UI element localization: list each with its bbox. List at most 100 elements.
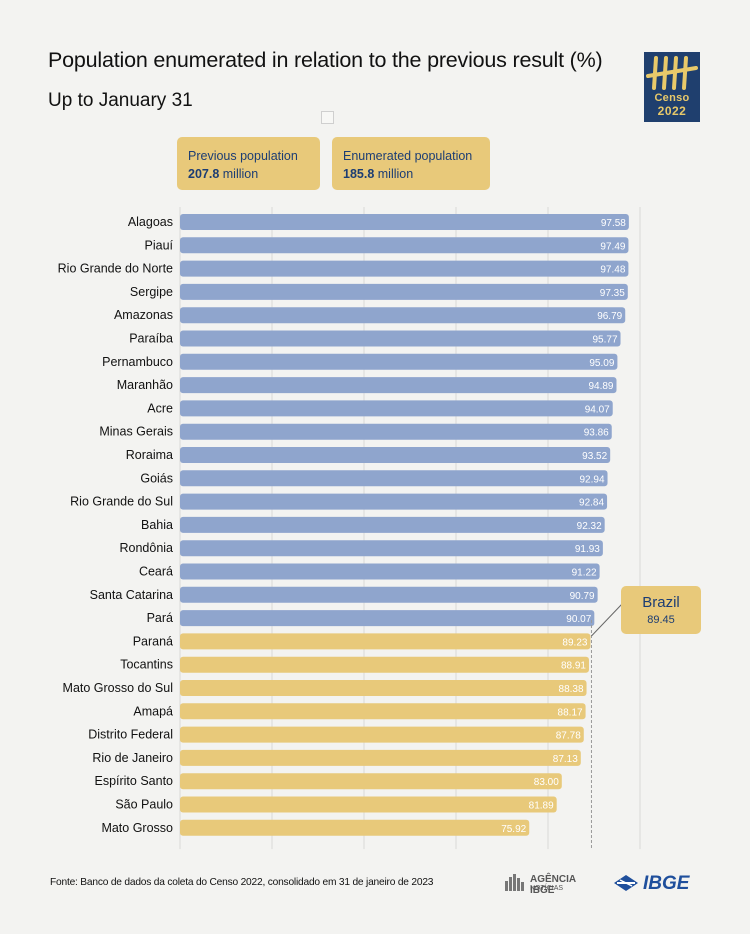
category-label: Minas Gerais <box>99 425 173 439</box>
bar <box>180 726 584 743</box>
value-label: 97.35 <box>600 288 625 299</box>
category-label: Rio de Janeiro <box>92 751 173 765</box>
enumerated-population-label: Enumerated population <box>343 149 473 163</box>
agencia-ibge-logo: AGÊNCIA IBGE NOTÍCIAS <box>504 872 602 896</box>
category-label: Bahia <box>141 518 173 532</box>
agencia-sub: NOTÍCIAS <box>530 885 564 892</box>
category-label: Rio Grande do Sul <box>70 495 173 509</box>
bar <box>180 283 628 300</box>
value-label: 97.58 <box>601 218 626 229</box>
category-label: Rondônia <box>119 541 173 555</box>
value-label: 88.38 <box>559 684 584 695</box>
bar <box>180 470 608 487</box>
bar <box>180 237 629 254</box>
category-label: Santa Catarina <box>90 588 173 602</box>
bar <box>180 773 562 790</box>
chart-title: Population enumerated in relation to the… <box>48 48 603 72</box>
category-label: Paraná <box>133 634 173 648</box>
previous-population-value: 207.8 million <box>188 167 259 181</box>
agencia-ibge-icon <box>505 874 524 891</box>
value-label: 96.79 <box>597 311 622 322</box>
previous-population-box: Previous population 207.8 million <box>177 137 320 190</box>
value-label: 94.07 <box>585 404 610 415</box>
bar <box>180 423 612 440</box>
bar <box>180 819 530 836</box>
category-label: Mato Grosso do Sul <box>63 681 173 695</box>
bar <box>180 633 591 650</box>
enumerated-population-box: Enumerated population 185.8 million <box>332 137 490 190</box>
bar <box>180 400 613 417</box>
value-label: 87.78 <box>556 731 581 742</box>
bar <box>180 563 600 580</box>
bar <box>180 703 586 720</box>
ibge-logo: IBGE <box>611 872 703 894</box>
value-label: 92.84 <box>579 498 604 509</box>
bar <box>180 214 629 230</box>
bar <box>180 377 617 394</box>
bar <box>180 796 557 813</box>
value-label: 91.93 <box>575 544 600 555</box>
value-label: 93.86 <box>584 428 609 439</box>
category-label: Maranhão <box>117 378 173 392</box>
category-label: Ceará <box>139 565 173 579</box>
bar <box>180 447 611 463</box>
previous-population-label: Previous population <box>188 149 298 163</box>
category-label: Piauí <box>145 238 174 252</box>
category-label: Distrito Federal <box>88 728 173 742</box>
value-label: 81.89 <box>529 801 554 812</box>
bar <box>180 260 629 277</box>
category-label: Amazonas <box>114 308 173 322</box>
category-label: Alagoas <box>128 215 173 229</box>
brazil-label: Brazil <box>642 594 680 611</box>
agencia-name: AGÊNCIA IBGE <box>530 874 576 896</box>
category-label: Espírito Santo <box>94 774 173 788</box>
category-label: Rio Grande do Norte <box>58 262 173 276</box>
ibge-name: IBGE <box>643 873 690 894</box>
bar <box>180 516 605 533</box>
bar <box>180 680 587 696</box>
value-label: 92.32 <box>577 521 602 532</box>
enumerated-population-value: 185.8 million <box>343 167 414 181</box>
censo-logo-year: 2022 <box>657 104 687 118</box>
value-label: 91.22 <box>572 568 597 579</box>
value-label: 93.52 <box>582 451 607 462</box>
bar <box>180 353 618 370</box>
bar <box>180 610 595 627</box>
category-label: Pernambuco <box>102 355 173 369</box>
category-label: Goiás <box>140 471 173 485</box>
category-label: Sergipe <box>130 285 173 299</box>
placeholder-square <box>321 111 334 124</box>
value-label: 83.00 <box>534 777 559 788</box>
bar <box>180 656 589 673</box>
censo-logo-text: Censo <box>654 92 690 104</box>
brazil-value: 89.45 <box>647 614 675 626</box>
bar <box>180 749 581 766</box>
category-label: Pará <box>147 611 173 625</box>
category-label: Acre <box>147 401 173 415</box>
bar <box>180 586 598 603</box>
category-label: Tocantins <box>120 658 173 672</box>
value-label: 95.09 <box>589 358 614 369</box>
censo-tally-icon <box>646 56 698 90</box>
value-label: 90.79 <box>570 591 595 602</box>
bar <box>180 493 608 510</box>
value-label: 75.92 <box>501 824 526 835</box>
value-label: 95.77 <box>593 335 618 346</box>
category-label: Amapá <box>133 704 173 718</box>
value-label: 87.13 <box>553 754 578 765</box>
value-label: 97.49 <box>600 241 625 252</box>
value-label: 88.91 <box>561 661 586 672</box>
value-label: 89.23 <box>562 637 587 648</box>
bar <box>180 540 603 557</box>
value-label: 90.07 <box>566 614 591 625</box>
value-label: 94.89 <box>588 381 613 392</box>
value-label: 97.48 <box>600 265 625 276</box>
category-label: São Paulo <box>115 798 173 812</box>
value-label: 88.17 <box>558 707 583 718</box>
source-note: Fonte: Banco de dados da coleta do Censo… <box>50 877 434 888</box>
bar <box>180 330 621 347</box>
brazil-callout: Brazil 89.45 <box>621 586 701 634</box>
bar <box>180 307 626 324</box>
category-label: Mato Grosso <box>101 821 173 835</box>
